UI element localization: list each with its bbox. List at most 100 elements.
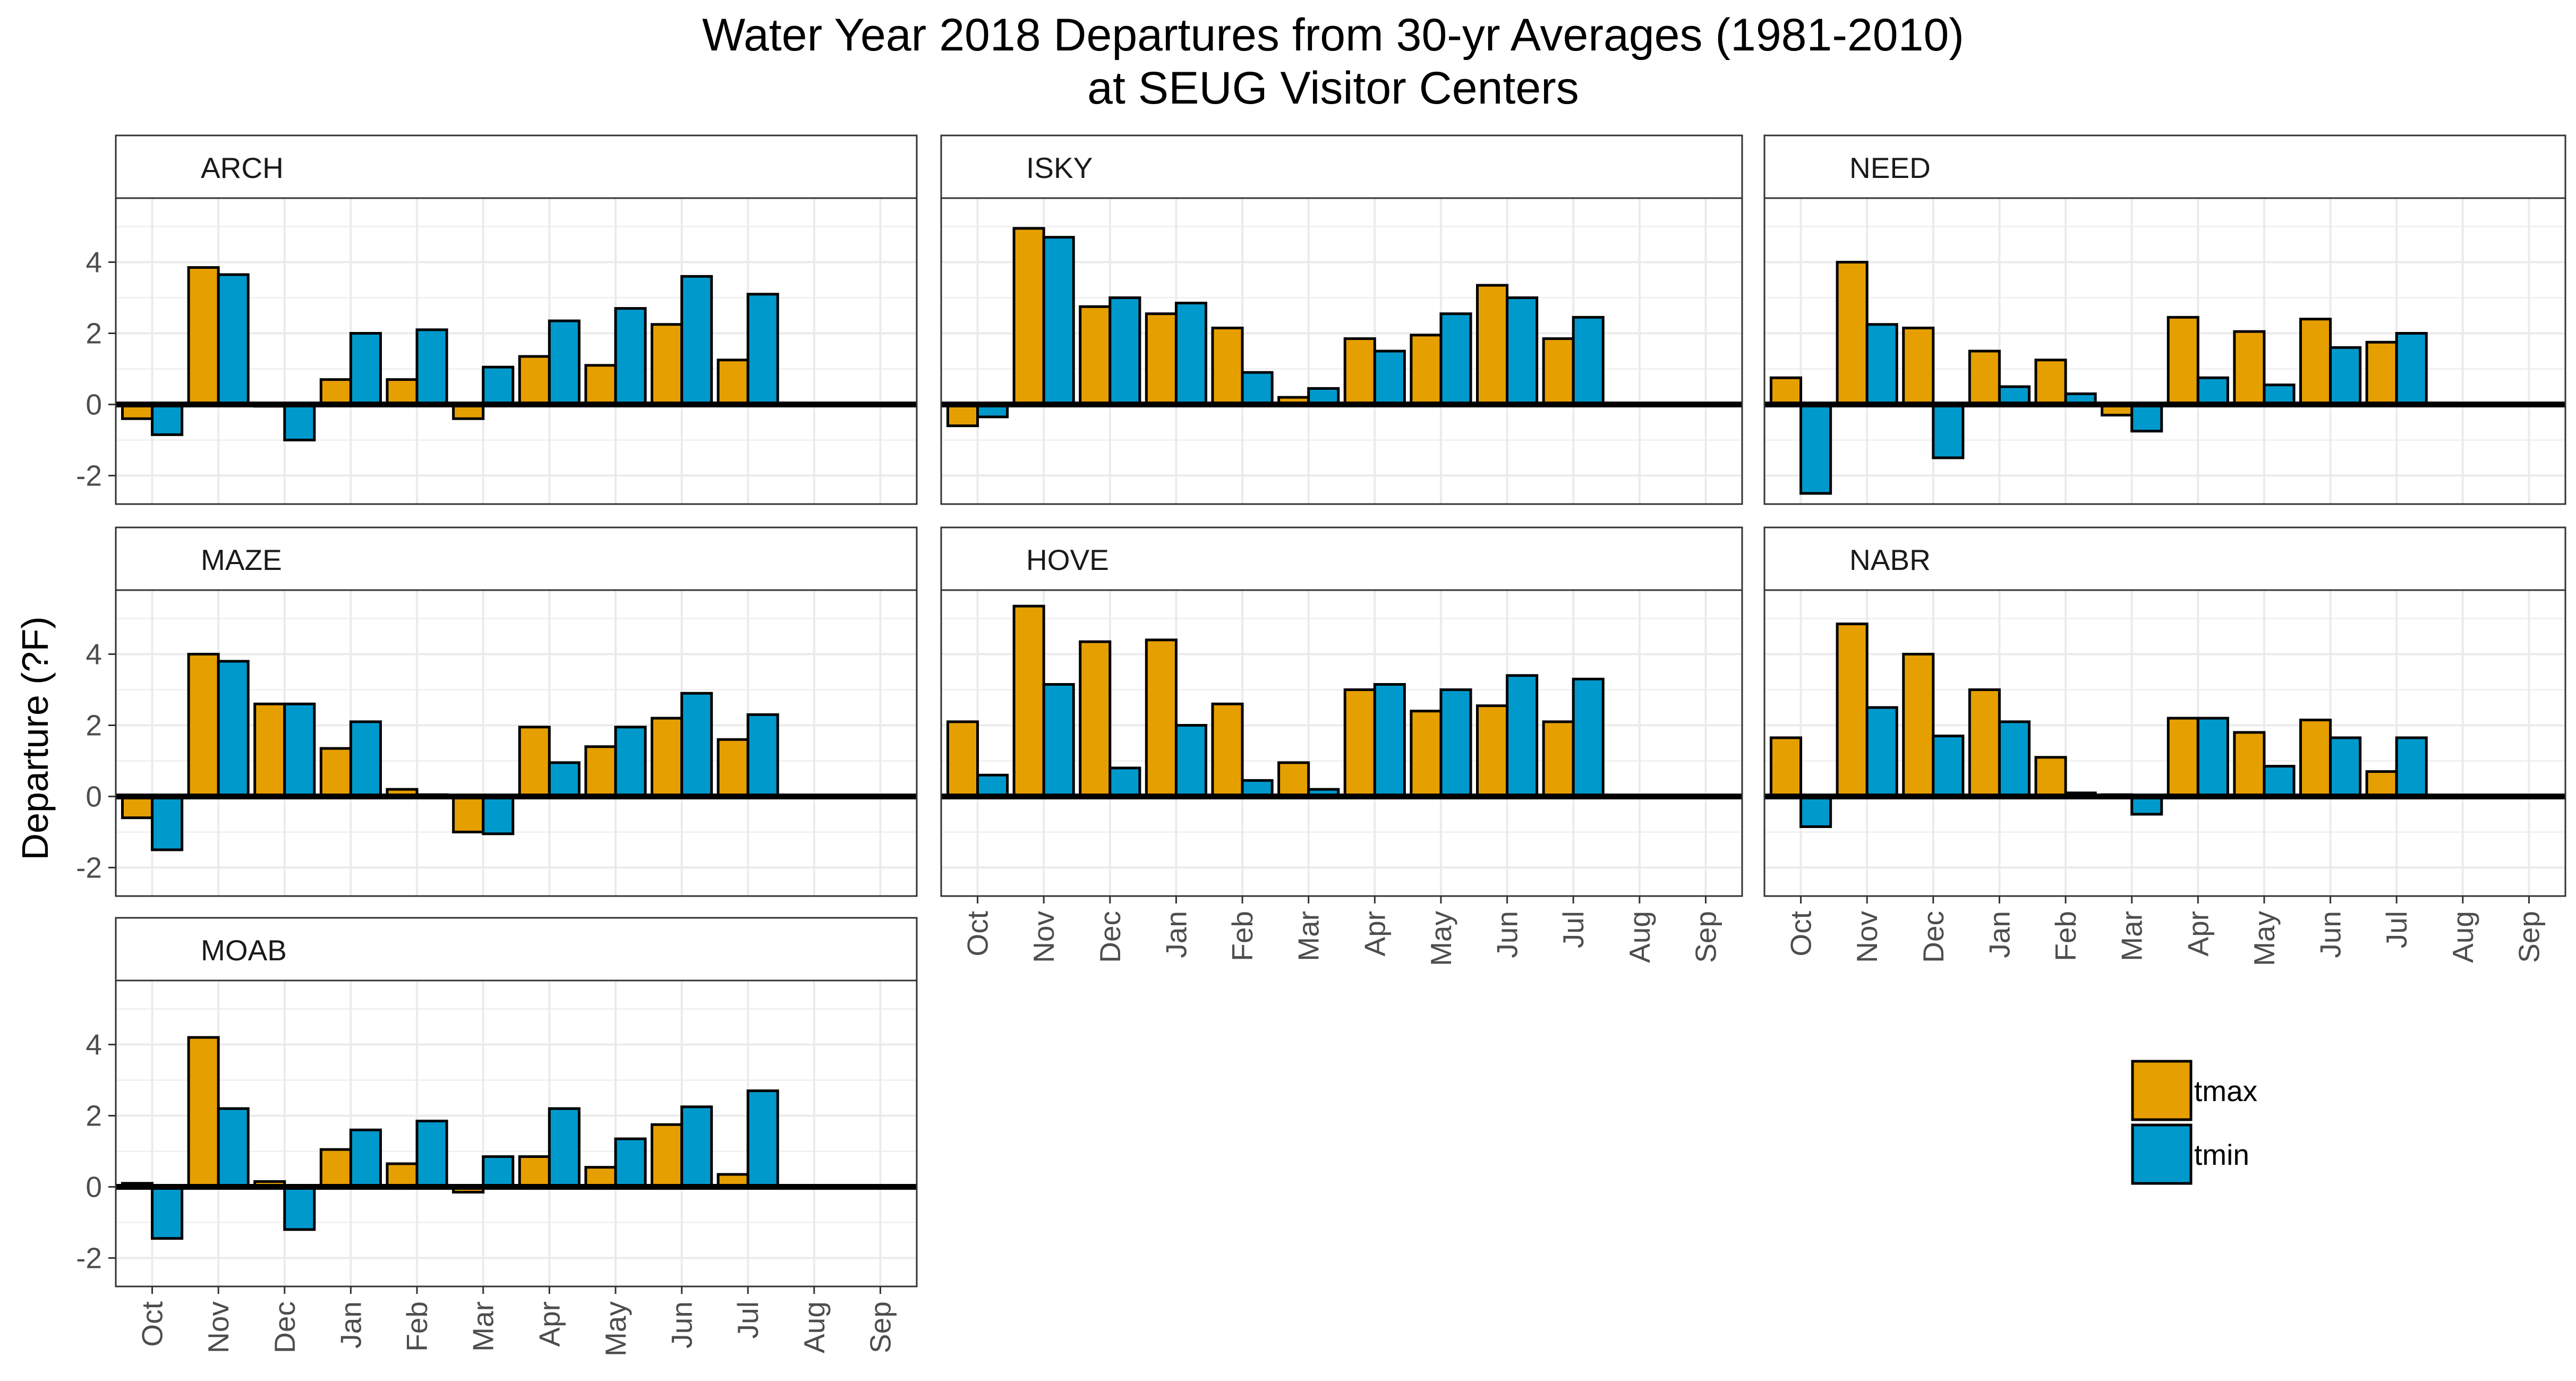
bar-tmin-nov xyxy=(217,660,250,798)
bar-tmax-oct xyxy=(1769,376,1803,406)
bar-tmin-dec xyxy=(1108,296,1141,406)
bar-tmin-jun xyxy=(1506,296,1539,406)
bar-tmin-mar xyxy=(482,795,515,836)
bar-tmax-feb xyxy=(1211,702,1244,798)
bar-tmax-jan xyxy=(1145,638,1178,798)
x-tick-label: May xyxy=(2248,911,2281,966)
bar-tmax-oct xyxy=(121,795,154,820)
bar-tmax-apr xyxy=(518,1155,551,1188)
bar-tmax-apr xyxy=(518,726,551,798)
bar-tmin-may xyxy=(614,726,647,798)
bar-tmin-nov xyxy=(217,1107,250,1188)
facet-strip-label: MAZE xyxy=(201,543,282,576)
bar-tmax-dec xyxy=(1902,653,1935,798)
bar-tmax-oct xyxy=(1769,736,1803,798)
bar-tmax-jun xyxy=(1475,704,1509,798)
x-tick-label: Sep xyxy=(864,1301,897,1353)
bar-tmax-dec xyxy=(1079,640,1112,798)
x-tick-label: Jan xyxy=(1983,911,2016,958)
facet-strip-label: NABR xyxy=(1849,543,1931,576)
x-tick-label: Feb xyxy=(2049,911,2082,961)
x-tick-label: Mar xyxy=(2116,911,2148,961)
bar-tmax-may xyxy=(2233,731,2266,798)
bar-tmin-jul xyxy=(2395,332,2428,406)
bar-tmin-jan xyxy=(1998,720,2031,798)
bar-tmin-jun xyxy=(2329,346,2362,406)
legend: tmax tmin xyxy=(2131,1060,2257,1185)
facet-panel-maze: MAZE -2 0 2 4 xyxy=(76,526,918,897)
x-tick-label: Apr xyxy=(533,1301,566,1347)
bar-tmin-nov xyxy=(1042,683,1075,798)
bar-tmax-dec xyxy=(1902,326,1935,406)
y-tick-label: 0 xyxy=(86,780,102,813)
legend-key-tmin xyxy=(2131,1123,2193,1185)
facet-panel-hove: HOVE Oct Nov Dec Jan Feb Mar Apr May Jun Jul Aug Sep xyxy=(940,526,1743,966)
y-tick-label: 0 xyxy=(86,1170,102,1203)
bar-tmin-nov xyxy=(217,273,250,406)
y-tick-label: 2 xyxy=(86,709,102,742)
bar-tmax-feb xyxy=(2034,359,2067,406)
bar-tmin-jun xyxy=(680,692,713,798)
bar-tmax-jul xyxy=(2365,770,2398,798)
x-tick-label: Aug xyxy=(1623,911,1656,963)
bar-tmin-jan xyxy=(349,332,382,406)
bar-tmin-oct xyxy=(151,1185,184,1240)
facet-strip-label: ARCH xyxy=(201,151,284,184)
x-tick-label: Oct xyxy=(1785,911,1818,957)
y-tick-label: 2 xyxy=(86,317,102,350)
y-tick-label: -2 xyxy=(76,459,102,492)
bar-tmin-oct xyxy=(1799,795,1832,828)
bar-tmax-nov xyxy=(1012,227,1045,406)
bar-tmax-may xyxy=(2233,330,2266,406)
x-tick-label: Jul xyxy=(1557,911,1590,948)
x-tick-label: Nov xyxy=(1850,911,1883,963)
bar-tmax-jan xyxy=(1968,349,2001,406)
bar-tmax-nov xyxy=(187,266,220,406)
bar-tmax-mar xyxy=(1277,761,1310,798)
panel-border xyxy=(115,589,918,897)
bar-tmin-jun xyxy=(680,1105,713,1188)
bar-tmax-nov xyxy=(187,1036,220,1188)
bar-tmax-nov xyxy=(187,653,220,798)
bar-tmin-apr xyxy=(548,1107,581,1188)
facet-strip xyxy=(115,917,918,982)
facet-strip xyxy=(115,134,918,199)
y-tick-label: -2 xyxy=(76,851,102,884)
bar-tmax-apr xyxy=(1343,688,1376,798)
bar-tmin-jan xyxy=(1174,724,1208,798)
facet-strip xyxy=(1763,134,2566,199)
bar-tmax-dec xyxy=(253,702,286,798)
bar-tmin-may xyxy=(1439,688,1472,798)
bar-tmax-jun xyxy=(1475,284,1509,406)
bar-tmin-mar xyxy=(482,365,515,406)
facet-panel-arch: ARCH -2 0 2 4 xyxy=(76,134,918,505)
facet-panels: ARCH -2 0 2 4 ISKY NEED MAZE -2 0 2 4 HOVE Oct Nov Dec J… xyxy=(76,134,2566,1357)
x-tick-label: Aug xyxy=(2446,911,2479,963)
facet-strip xyxy=(940,134,1743,199)
y-tick-label: 4 xyxy=(86,246,102,279)
bar-tmin-jul xyxy=(1572,316,1605,406)
x-tick-label: Feb xyxy=(1226,911,1259,961)
bar-tmax-may xyxy=(584,1166,617,1188)
bar-tmin-jun xyxy=(1506,674,1539,798)
bar-tmin-jan xyxy=(349,720,382,798)
bar-tmin-oct xyxy=(976,773,1009,798)
y-axis-label: Departure (?F) xyxy=(14,616,56,860)
bar-tmin-dec xyxy=(1932,403,1965,459)
facet-strip xyxy=(940,526,1743,591)
bar-tmin-mar xyxy=(2130,403,2163,433)
facet-strip-label: HOVE xyxy=(1026,543,1109,576)
bar-tmax-jun xyxy=(650,323,684,406)
bar-tmin-nov xyxy=(1042,236,1075,406)
bar-tmin-jul xyxy=(1572,677,1605,798)
bar-tmax-nov xyxy=(1836,261,1869,406)
facet-panel-need: NEED xyxy=(1763,134,2566,505)
bar-tmin-dec xyxy=(283,403,316,441)
chart-title-line2: at SEUG Visitor Centers xyxy=(1087,63,1579,114)
bar-tmax-jun xyxy=(650,717,684,798)
bar-tmin-jun xyxy=(680,275,713,406)
bar-tmax-oct xyxy=(946,720,979,798)
bar-tmin-apr xyxy=(2196,376,2229,406)
bar-tmax-may xyxy=(584,745,617,798)
